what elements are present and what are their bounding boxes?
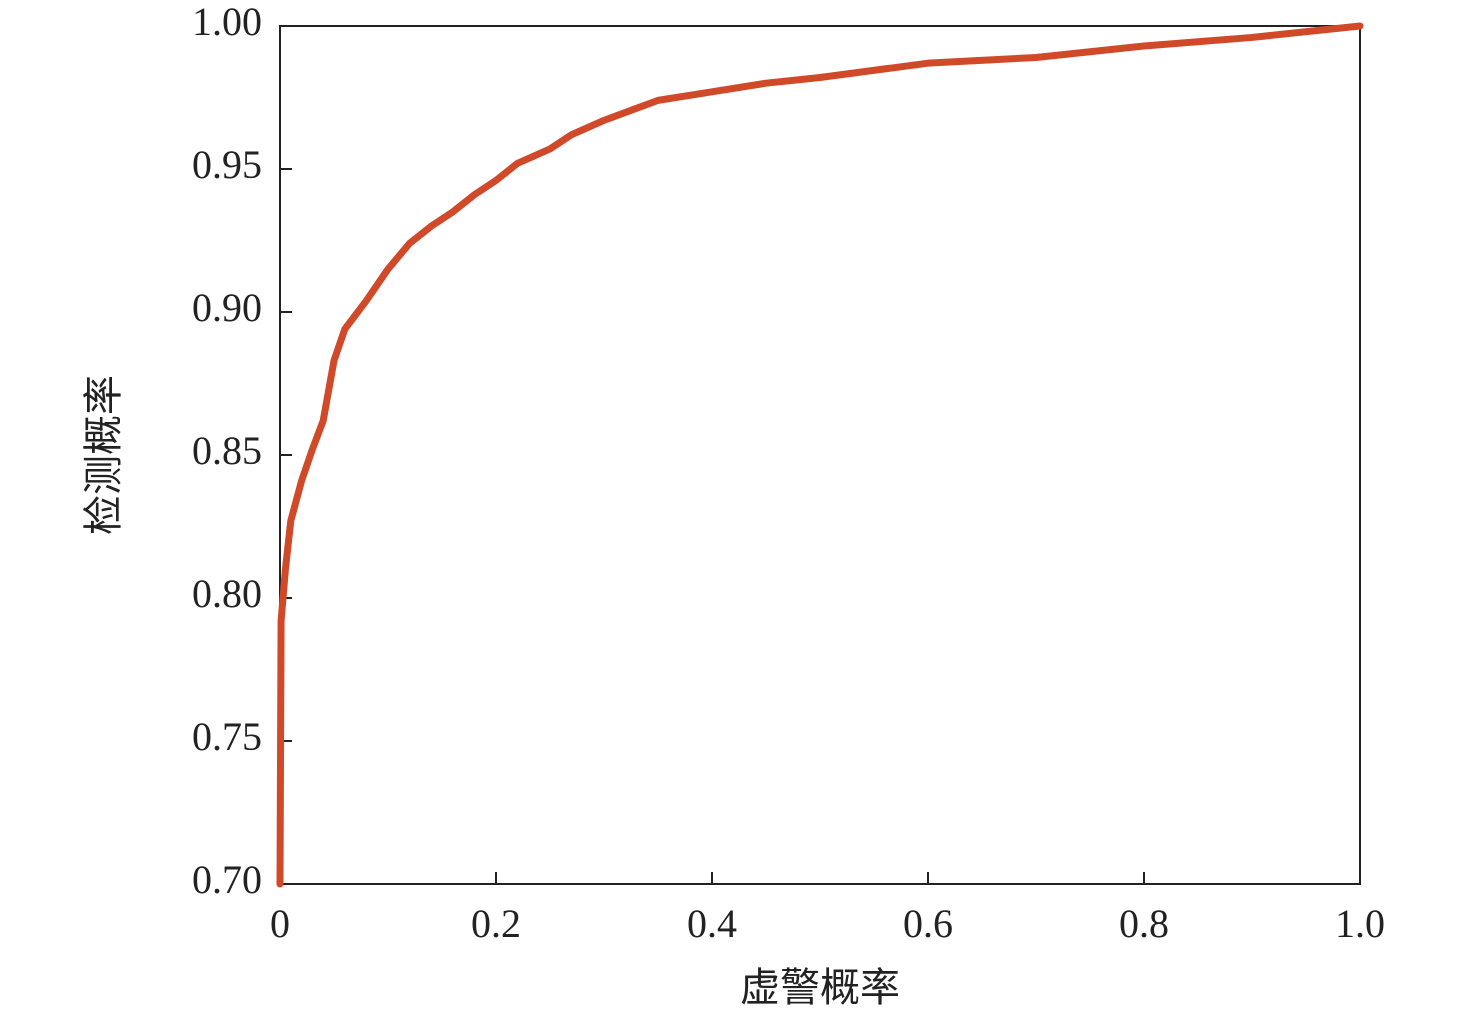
- x-tick-label: 0.6: [903, 901, 953, 946]
- x-tick-label: 1.0: [1335, 901, 1385, 946]
- y-tick-label: 0.75: [192, 714, 262, 759]
- x-tick-label: 0.8: [1119, 901, 1169, 946]
- x-tick-label: 0: [270, 901, 290, 946]
- x-tick-label: 0.2: [471, 901, 521, 946]
- y-tick-label: 1.00: [192, 0, 262, 44]
- data-line: [276, 22, 1364, 888]
- y-tick-label: 0.80: [192, 571, 262, 616]
- y-tick-label: 0.85: [192, 428, 262, 473]
- y-tick-label: 0.70: [192, 857, 262, 902]
- y-tick-label: 0.90: [192, 285, 262, 330]
- y-axis-label: 检测概率: [81, 375, 126, 535]
- plot-frame: [279, 25, 1361, 885]
- x-tick-label: 0.4: [687, 901, 737, 946]
- x-axis-label: 虚警概率: [740, 965, 900, 1010]
- y-tick-label: 0.95: [192, 142, 262, 187]
